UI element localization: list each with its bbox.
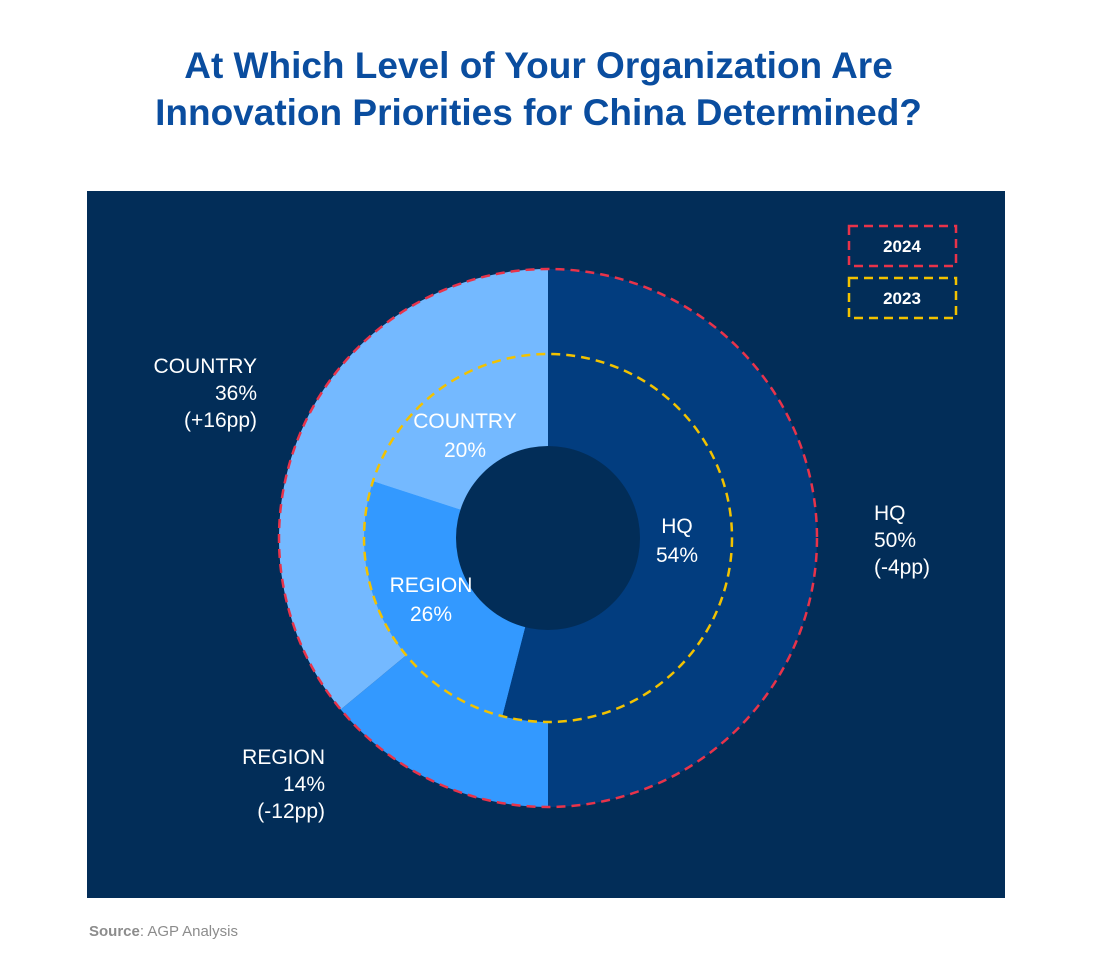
inner-label-country: COUNTRY 20%	[413, 410, 516, 462]
year-2024-outline	[277, 267, 819, 809]
legend-label-2023: 2023	[883, 289, 921, 308]
chart-title: At Which Level of Your Organization Are …	[0, 42, 1077, 136]
inner-label-hq: HQ 54%	[656, 515, 698, 567]
title-line-1: At Which Level of Your Organization Are	[184, 45, 893, 86]
donut-hole	[456, 446, 640, 630]
legend-box-2024	[847, 224, 958, 268]
outer-label-hq: HQ 50% (-4pp)	[874, 502, 930, 579]
outer-label-country: COUNTRY 36% (+16pp)	[154, 355, 257, 432]
legend-label-2024: 2024	[883, 237, 921, 256]
year-2023-outline	[362, 352, 734, 724]
legend: 2024 2023	[847, 224, 958, 320]
source-label: Source	[89, 923, 140, 940]
source-text: : AGP Analysis	[139, 923, 238, 940]
source-note: Source: AGP Analysis	[89, 923, 238, 940]
inner-label-region: REGION 26%	[390, 574, 473, 626]
title-line-2: Innovation Priorities for China Determin…	[155, 92, 922, 133]
outer-label-region: REGION 14% (-12pp)	[242, 746, 325, 823]
slice-labels: HQ 50% (-4pp) REGION 14% (-12pp) COUNTRY 36% (+1…	[154, 355, 930, 823]
legend-box-2023	[847, 276, 958, 320]
